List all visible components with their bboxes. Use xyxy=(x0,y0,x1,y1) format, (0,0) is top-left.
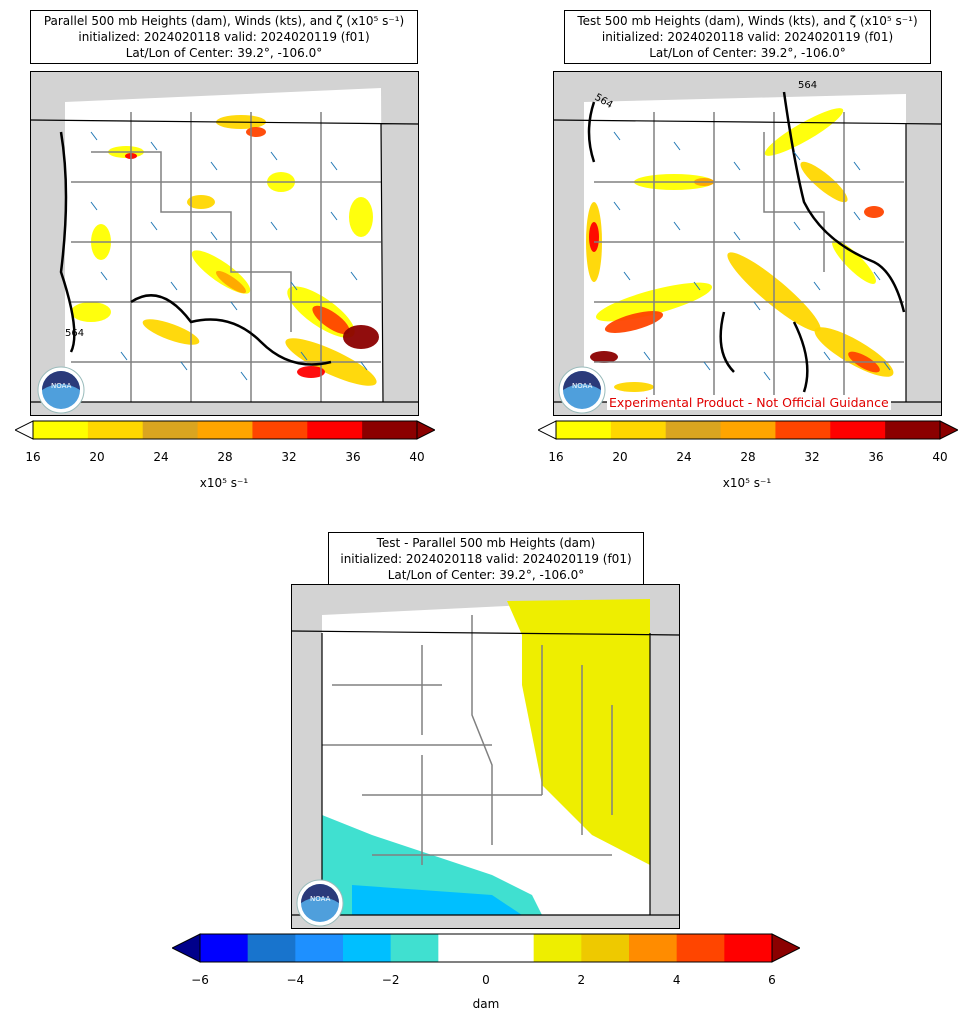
test-colorbar-label: x10⁵ s⁻¹ xyxy=(722,476,772,490)
experimental-watermark: Experimental Product - Not Official Guid… xyxy=(607,395,891,410)
colorbar-tick-label: 20 xyxy=(612,450,628,464)
colorbar-segment xyxy=(438,934,487,962)
colorbar-segment xyxy=(610,421,667,439)
colorbar-tick-label: 28 xyxy=(740,450,756,464)
noaa-logo: NOAA xyxy=(558,366,606,414)
colorbar-segment xyxy=(629,934,678,962)
noaa-logo-text: NOAA xyxy=(310,895,331,903)
test-height-contour xyxy=(587,91,906,393)
parallel-colorbar-label: x10⁵ s⁻¹ xyxy=(199,476,249,490)
colorbar-segment xyxy=(307,421,363,439)
parallel-title-box: Parallel 500 mb Heights (dam), Winds (kt… xyxy=(30,10,418,64)
colorbar-tick-label: 6 xyxy=(768,973,776,987)
test-contour-label-b: 564 xyxy=(798,80,818,91)
colorbar-segment xyxy=(200,934,249,962)
difference-colorbar-label: dam xyxy=(472,997,500,1011)
colorbar-over-triangle xyxy=(771,933,802,963)
noaa-logo-text: NOAA xyxy=(51,382,72,390)
colorbar-tick-label: 20 xyxy=(89,450,105,464)
colorbar-tick-label: 28 xyxy=(217,450,233,464)
colorbar-segment xyxy=(33,421,89,439)
colorbar-tick-label: −4 xyxy=(286,973,305,987)
difference-title-box: Test - Parallel 500 mb Heights (dam) ini… xyxy=(328,532,644,586)
colorbar-tick-label: 2 xyxy=(577,973,586,987)
parallel-county-lines xyxy=(71,112,381,402)
test-title-line2: initialized: 2024020118 valid: 202402011… xyxy=(601,30,894,44)
parallel-title-line3: Lat/Lon of Center: 39.2°, -106.0° xyxy=(125,46,323,60)
colorbar-tick-label: 4 xyxy=(672,973,681,987)
parallel-map: 564 NOAA xyxy=(30,71,419,416)
colorbar-under-triangle xyxy=(170,933,201,963)
colorbar-over-triangle xyxy=(939,420,960,440)
colorbar-tick-label: 40 xyxy=(932,450,948,464)
difference-title-line3: Lat/Lon of Center: 39.2°, -106.0° xyxy=(387,568,585,582)
noaa-logo: NOAA xyxy=(296,879,344,927)
colorbar-under-triangle xyxy=(13,420,34,440)
colorbar-tick-label: −2 xyxy=(381,973,400,987)
colorbar-segment xyxy=(724,934,773,962)
colorbar-tick-label: 0 xyxy=(482,973,490,987)
parallel-height-contour xyxy=(59,131,332,366)
test-title-line3: Lat/Lon of Center: 39.2°, -106.0° xyxy=(649,46,846,60)
colorbar-tick-label: 36 xyxy=(345,450,361,464)
colorbar-segment xyxy=(885,421,941,439)
colorbar-under-triangle xyxy=(536,420,557,440)
colorbar-segment xyxy=(556,421,612,439)
test-title-line1: Test 500 mb Heights (dam), Winds (kts), … xyxy=(577,14,918,28)
test-county-lines xyxy=(594,112,904,402)
colorbar-tick-label: 32 xyxy=(804,450,820,464)
test-wind-barbs xyxy=(613,131,891,381)
colorbar-segment xyxy=(343,934,392,962)
colorbar-tick-label: 40 xyxy=(409,450,425,464)
difference-title-line2: initialized: 2024020118 valid: 202402011… xyxy=(340,552,632,566)
parallel-colorbar xyxy=(13,420,437,440)
colorbar-segment xyxy=(247,934,296,962)
colorbar-tick-label: −6 xyxy=(191,973,209,987)
colorbar-segment xyxy=(775,421,831,439)
colorbar-segment xyxy=(676,934,725,962)
noaa-logo-text: NOAA xyxy=(572,382,593,390)
difference-title-line1: Test - Parallel 500 mb Heights (dam) xyxy=(376,536,596,550)
colorbar-segment xyxy=(295,934,344,962)
parallel-contour-label: 564 xyxy=(65,328,85,339)
colorbar-segment xyxy=(142,421,199,439)
colorbar-tick-label: 24 xyxy=(153,450,169,464)
colorbar-segment xyxy=(252,421,308,439)
test-title-box: Test 500 mb Heights (dam), Winds (kts), … xyxy=(564,10,931,64)
colorbar-segment xyxy=(486,934,535,962)
colorbar-segment xyxy=(581,934,630,962)
difference-county-lines xyxy=(322,615,613,865)
colorbar-tick-label: 32 xyxy=(281,450,297,464)
colorbar-over-triangle xyxy=(416,420,437,440)
parallel-title-line2: initialized: 2024020118 valid: 202402011… xyxy=(78,30,370,44)
difference-colorbar xyxy=(170,933,802,963)
colorbar-segment xyxy=(830,421,886,439)
test-map: 564 564 564 NOAA Experimental Product - … xyxy=(553,71,942,416)
colorbar-tick-label: 16 xyxy=(548,450,564,464)
colorbar-segment xyxy=(87,421,144,439)
colorbar-segment xyxy=(533,934,582,962)
colorbar-tick-label: 24 xyxy=(676,450,692,464)
noaa-logo: NOAA xyxy=(37,366,85,414)
test-colorbar xyxy=(536,420,960,440)
colorbar-segment xyxy=(720,421,776,439)
difference-map: NOAA xyxy=(291,584,680,929)
colorbar-segment xyxy=(390,934,439,962)
colorbar-tick-label: 16 xyxy=(25,450,41,464)
colorbar-segment xyxy=(197,421,253,439)
colorbar-segment xyxy=(665,421,722,439)
parallel-title-line1: Parallel 500 mb Heights (dam), Winds (kt… xyxy=(43,14,405,28)
parallel-wind-barbs xyxy=(90,131,368,381)
colorbar-tick-label: 36 xyxy=(868,450,884,464)
colorbar-segment xyxy=(362,421,418,439)
